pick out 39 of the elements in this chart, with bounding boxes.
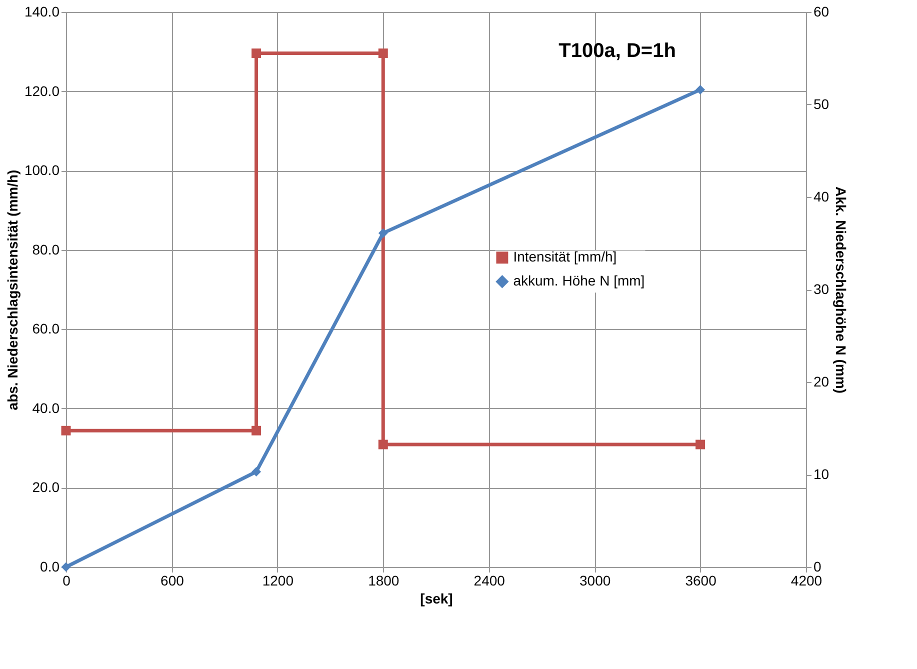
x-tick-label: 3600: [685, 572, 717, 588]
y-tick-label: 0.0: [40, 558, 60, 574]
y-tick-label: 20.0: [32, 479, 60, 496]
y2-tick-label: 0: [814, 558, 822, 574]
y2-tick-label: 30: [814, 281, 830, 297]
y-tick-label: 120.0: [24, 82, 60, 99]
text: T100a, D=1h: [558, 40, 676, 62]
y2-tick-label: 60: [814, 4, 830, 20]
legend-label: akkum. Höhe N [mm]: [513, 272, 645, 289]
y-tick-label: 80.0: [32, 241, 60, 258]
point: [252, 48, 262, 58]
legend-label: Intensität [mm/h]: [513, 248, 617, 265]
x-tick-label: 600: [160, 572, 184, 588]
point: [252, 466, 262, 476]
y-axis-title: abs. Niederschlagsintensität (mm/h): [4, 170, 20, 410]
x-axis-title: [sek]: [420, 590, 453, 606]
y-tick-label: 100.0: [24, 162, 60, 178]
y-tick-label: 60.0: [32, 320, 60, 337]
x-tick-label: 3000: [579, 572, 611, 588]
x-tick-label: 1800: [368, 572, 400, 588]
point: [378, 48, 388, 58]
x-tick-label: 0: [62, 572, 71, 588]
x-tick-label: 1200: [262, 572, 294, 588]
y2-tick-label: 40: [814, 188, 830, 204]
point: [61, 426, 71, 436]
y2-tick-label: 50: [814, 96, 830, 112]
y2-tick-label: 10: [814, 466, 830, 482]
point: [378, 440, 388, 450]
point: [378, 228, 388, 238]
y2-tick-label: 20: [814, 374, 830, 390]
y-tick-label: 140.0: [24, 4, 60, 20]
point: [696, 84, 706, 94]
point: [252, 426, 262, 436]
x-tick-label: 2400: [474, 572, 506, 588]
x-tick-label: 4200: [790, 572, 822, 588]
y-tick-label: 40.0: [32, 400, 60, 416]
point: [61, 562, 71, 572]
y2-axis-title: Akk. Niederschlaghöhe N (mm): [833, 186, 850, 394]
point: [696, 440, 706, 450]
